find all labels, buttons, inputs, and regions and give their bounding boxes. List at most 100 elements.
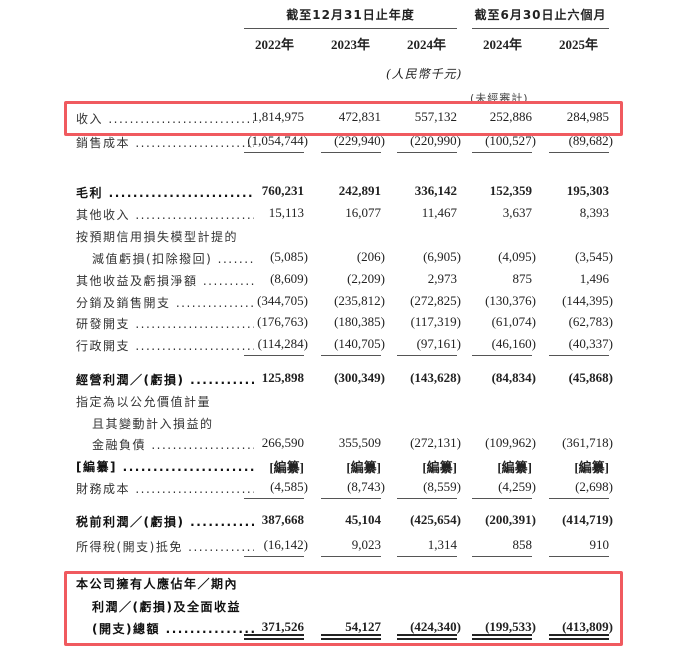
- cell-value: (40,337): [568, 336, 613, 351]
- interim-period-header: 截至6月30日止六個月: [474, 8, 607, 22]
- cell-value: (84,834): [491, 370, 536, 385]
- cell-value: 336,142: [414, 183, 457, 198]
- cell-value: (4,259): [498, 479, 536, 494]
- cell-value: (229,940): [334, 133, 385, 148]
- subtotal-rule: [244, 498, 304, 499]
- subtotal-rule: [549, 152, 609, 153]
- cell-value: [編纂]: [346, 460, 381, 475]
- cell-value: 910: [589, 537, 610, 552]
- cell-value: 557,132: [414, 109, 457, 124]
- cell-value: (117,319): [410, 314, 461, 329]
- cell-value: 54,127: [345, 619, 381, 634]
- cell-value: (61,074): [491, 314, 536, 329]
- subtotal-rule: [549, 498, 609, 499]
- cell-value: (114,284): [257, 336, 308, 351]
- cell-value: 11,467: [421, 205, 457, 220]
- year-header-2024-interim: 2024年: [482, 37, 522, 52]
- row-label: 財務成本 ...................................…: [76, 482, 254, 496]
- double-underline: [472, 634, 532, 640]
- cell-value: 1,314: [427, 537, 457, 552]
- cell-value: (272,825): [410, 293, 461, 308]
- double-underline: [321, 634, 381, 640]
- row-label: 且其變動計入損益的: [92, 417, 214, 431]
- cell-value: 875: [512, 271, 533, 286]
- cell-value: (361,718): [562, 435, 613, 450]
- cell-value: (220,990): [410, 133, 461, 148]
- cell-value: 45,104: [345, 512, 381, 527]
- double-underline: [244, 634, 304, 640]
- subtotal-rule: [472, 355, 532, 356]
- cell-value: 195,303: [566, 183, 609, 198]
- cell-value: (46,160): [491, 336, 536, 351]
- cell-value: [編纂]: [422, 460, 457, 475]
- row-label: 其他收入 ...................................…: [76, 208, 254, 222]
- cell-value: [編纂]: [269, 460, 304, 475]
- cell-value: (89,682): [568, 133, 613, 148]
- header-rule: [472, 28, 609, 29]
- cell-value: 9,023: [351, 537, 381, 552]
- cell-value: (200,391): [485, 512, 536, 527]
- cell-value: (2,698): [575, 479, 613, 494]
- cell-value: 8,393: [579, 205, 609, 220]
- cell-value: (3,545): [575, 249, 613, 264]
- cell-value: (272,131): [410, 435, 461, 450]
- cell-value: (16,142): [263, 537, 308, 552]
- row-label: 毛利 .....................................…: [76, 186, 254, 200]
- cell-value: (300,349): [334, 370, 385, 385]
- cell-value: 152,359: [489, 183, 532, 198]
- row-label: 利潤／(虧損)及全面收益: [92, 600, 241, 614]
- cell-value: 266,590: [261, 435, 304, 450]
- row-label: 研發開支 ...................................…: [76, 317, 254, 331]
- cell-value: [編纂]: [574, 460, 609, 475]
- subtotal-rule: [321, 152, 381, 153]
- row-label: 本公司擁有人應佔年／期內: [76, 577, 239, 591]
- row-label: 税前利潤／(虧損) ..............................…: [76, 515, 254, 529]
- cell-value: 1,814,975: [252, 109, 304, 124]
- cell-value: (8,743): [347, 479, 385, 494]
- year-header-2024: 2024年: [406, 37, 446, 52]
- cell-value: 472,831: [338, 109, 381, 124]
- year-header-2025-interim: 2025年: [558, 37, 598, 52]
- highlight-revenue: [64, 101, 623, 136]
- cell-value: [編纂]: [497, 460, 532, 475]
- cell-value: (424,340): [410, 619, 461, 634]
- cell-value: 15,113: [268, 205, 304, 220]
- cell-value: (4,585): [270, 479, 308, 494]
- cell-value: (62,783): [568, 314, 613, 329]
- cell-value: 355,509: [338, 435, 381, 450]
- cell-value: 2,973: [427, 271, 457, 286]
- cell-value: (45,868): [568, 370, 613, 385]
- cell-value: (344,705): [257, 293, 308, 308]
- annual-period-header: 截至12月31日止年度: [286, 8, 415, 22]
- cell-value: 3,637: [502, 205, 532, 220]
- subtotal-rule: [244, 152, 304, 153]
- cell-value: 1,496: [579, 271, 609, 286]
- subtotal-rule: [397, 152, 457, 153]
- subtotal-rule: [244, 556, 304, 557]
- cell-value: (199,533): [485, 619, 536, 634]
- cell-value: (235,812): [334, 293, 385, 308]
- cell-value: (1,054,744): [247, 133, 308, 148]
- subtotal-rule: [397, 355, 457, 356]
- cell-value: 252,886: [489, 109, 532, 124]
- cell-value: (180,385): [334, 314, 385, 329]
- subtotal-rule: [397, 498, 457, 499]
- subtotal-rule: [321, 498, 381, 499]
- subtotal-rule: [472, 556, 532, 557]
- cell-value: (425,654): [410, 512, 461, 527]
- cell-value: (8,609): [270, 271, 308, 286]
- subtotal-rule: [549, 355, 609, 356]
- cell-value: (176,763): [257, 314, 308, 329]
- cell-value: 284,985: [566, 109, 609, 124]
- subtotal-rule: [472, 498, 532, 499]
- cell-value: (413,809): [562, 619, 613, 634]
- year-header-2023: 2023年: [330, 37, 370, 52]
- cell-value: (5,085): [270, 249, 308, 264]
- row-label: (開支)總額 .................................…: [92, 622, 254, 636]
- cell-value: (143,628): [410, 370, 461, 385]
- subtotal-rule: [244, 355, 304, 356]
- cell-value: 16,077: [345, 205, 381, 220]
- header-rule: [244, 28, 457, 29]
- row-label: 指定為以公允價值計量: [76, 395, 212, 409]
